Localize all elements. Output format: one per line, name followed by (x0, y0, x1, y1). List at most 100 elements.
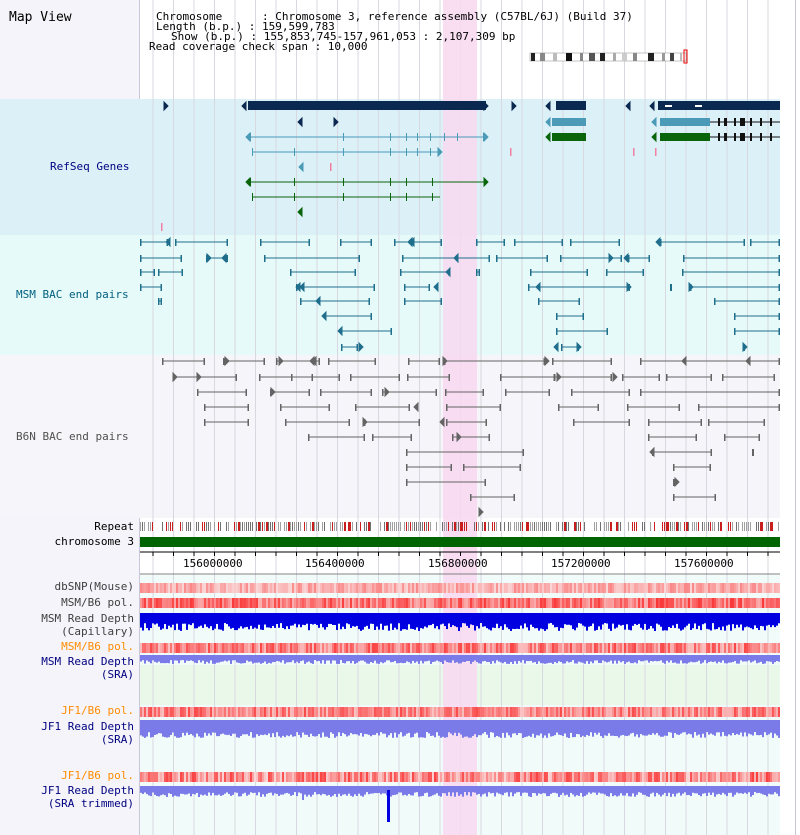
dbsnp-cell (710, 583, 712, 593)
jf1-pol-cell (178, 772, 180, 782)
msm-pol-cell (624, 643, 626, 653)
msm-depth-sra-bar (688, 655, 690, 663)
jf1-depth-sra-bar (330, 720, 332, 733)
jf1-pol-cell (292, 772, 294, 782)
msm-depth-sra-bar (572, 655, 574, 661)
msm-depth-cap-bar (662, 613, 664, 631)
gene-exon (750, 118, 752, 126)
msm-pol-cell (252, 598, 254, 608)
jf1-depth-sra-bar (258, 720, 260, 736)
jf1-depth-trim-bar (524, 786, 526, 793)
msm-pol-cell (248, 598, 250, 608)
msm-depth-cap-bar (260, 613, 262, 630)
msm-depth-cap-bar (308, 613, 310, 631)
jf1-pol-cell (304, 772, 306, 782)
jf1-pol-cell (454, 772, 456, 782)
jf1-pol-cell (408, 707, 410, 717)
bac-end (446, 419, 448, 426)
dbsnp-cell (594, 583, 596, 593)
jf1-depth-sra-bar (158, 720, 160, 734)
msm-depth-sra-bar (350, 655, 352, 664)
jf1-depth-trim-bar (708, 786, 710, 793)
msm-depth-cap-bar (502, 613, 504, 630)
msm-depth-cap-bar (380, 613, 382, 624)
dbsnp-cell (676, 583, 678, 593)
msm-pol-cell (536, 643, 538, 653)
jf1-depth-trim-bar (218, 786, 220, 795)
dbsnp-cell (472, 583, 474, 593)
jf1-pol-cell (294, 772, 296, 782)
dbsnp-cell (386, 583, 388, 593)
dbsnp-cell (328, 583, 330, 593)
jf1-pol-cell (490, 707, 492, 717)
dbsnp-cell (572, 583, 574, 593)
repeat-mark (398, 522, 399, 531)
jf1-pol-cell (394, 707, 396, 717)
jf1-depth-trim-bar (294, 786, 296, 793)
msm-depth-cap-bar (666, 613, 668, 631)
strand-arrow (545, 131, 551, 143)
jf1-pol-cell (438, 772, 440, 782)
dbsnp-cell (372, 583, 374, 593)
msm-pol-cell (140, 643, 142, 653)
jf1-pol-cell (278, 707, 280, 717)
jf1-pol-cell (262, 707, 264, 717)
jf1-pol-cell (430, 772, 432, 782)
jf1-depth-trim-bar (554, 786, 556, 793)
msm-b6-pol-label-2: MSM/B6 pol. (61, 640, 134, 653)
jf1-pol-cell (646, 707, 648, 717)
jf1-pol-cell (442, 707, 444, 717)
dbsnp-cell (504, 583, 506, 593)
repeat-mark (204, 522, 205, 531)
jf1-depth-sra-bar (402, 720, 404, 737)
jf1-pol-cell (280, 772, 282, 782)
dbsnp-cell (506, 583, 508, 593)
jf1-pol-cell (620, 772, 622, 782)
jf1-depth-trim-bar (520, 786, 522, 796)
dbsnp-cell (160, 583, 162, 593)
msm-pol-cell (240, 643, 242, 653)
jf1-depth-sra-bar (588, 720, 590, 736)
jf1-depth-sra-bar (296, 720, 298, 733)
jf1-depth-sra-bar (740, 720, 742, 733)
jf1-depth-sra-bar (706, 720, 708, 733)
msm-depth-sra-bar (184, 655, 186, 663)
jf1-depth-trim-bar (396, 786, 398, 795)
jf1-depth-sra-bar (482, 720, 484, 734)
msm-depth-sra-bar (148, 655, 150, 662)
jf1-depth-sra-bar (424, 720, 426, 738)
msm-depth-sra-bar (140, 655, 142, 662)
msm-pol-cell (700, 598, 702, 608)
strand-arrow (626, 281, 632, 293)
msm-pol-cell (692, 598, 694, 608)
repeat-mark (322, 522, 323, 531)
msm-depth-sra-bar (644, 655, 646, 661)
jf1-pol-cell (542, 707, 544, 717)
msm-depth-cap-bar (744, 613, 746, 628)
repeat-mark (578, 522, 579, 531)
bac-end (408, 358, 410, 365)
bac-end (404, 298, 406, 305)
jf1-pol-cell (576, 772, 578, 782)
msm-pol-cell (276, 598, 278, 608)
strand-arrow (384, 386, 390, 398)
repeat-mark (206, 522, 207, 531)
jf1-pol-cell (626, 707, 628, 717)
repeat-mark (430, 522, 431, 531)
msm-depth-cap-bar (278, 613, 280, 628)
jf1-pol-cell (392, 707, 394, 717)
jf1-pol-cell (336, 707, 338, 717)
dbsnp-cell (666, 583, 668, 593)
bac-end (618, 239, 620, 246)
msm-depth-sra-bar (454, 655, 456, 663)
msm-depth-sra-bar (722, 655, 724, 661)
dbsnp-cell (146, 583, 148, 593)
msm-depth-sra-bar (322, 655, 324, 661)
msm-depth-sra-bar (662, 655, 664, 663)
repeat-mark (202, 522, 203, 531)
msm-depth-cap-bar (610, 613, 612, 631)
jf1-pol-cell (754, 707, 756, 717)
msm-pol-cell (266, 598, 268, 608)
msm-depth-sra-bar (624, 655, 626, 664)
